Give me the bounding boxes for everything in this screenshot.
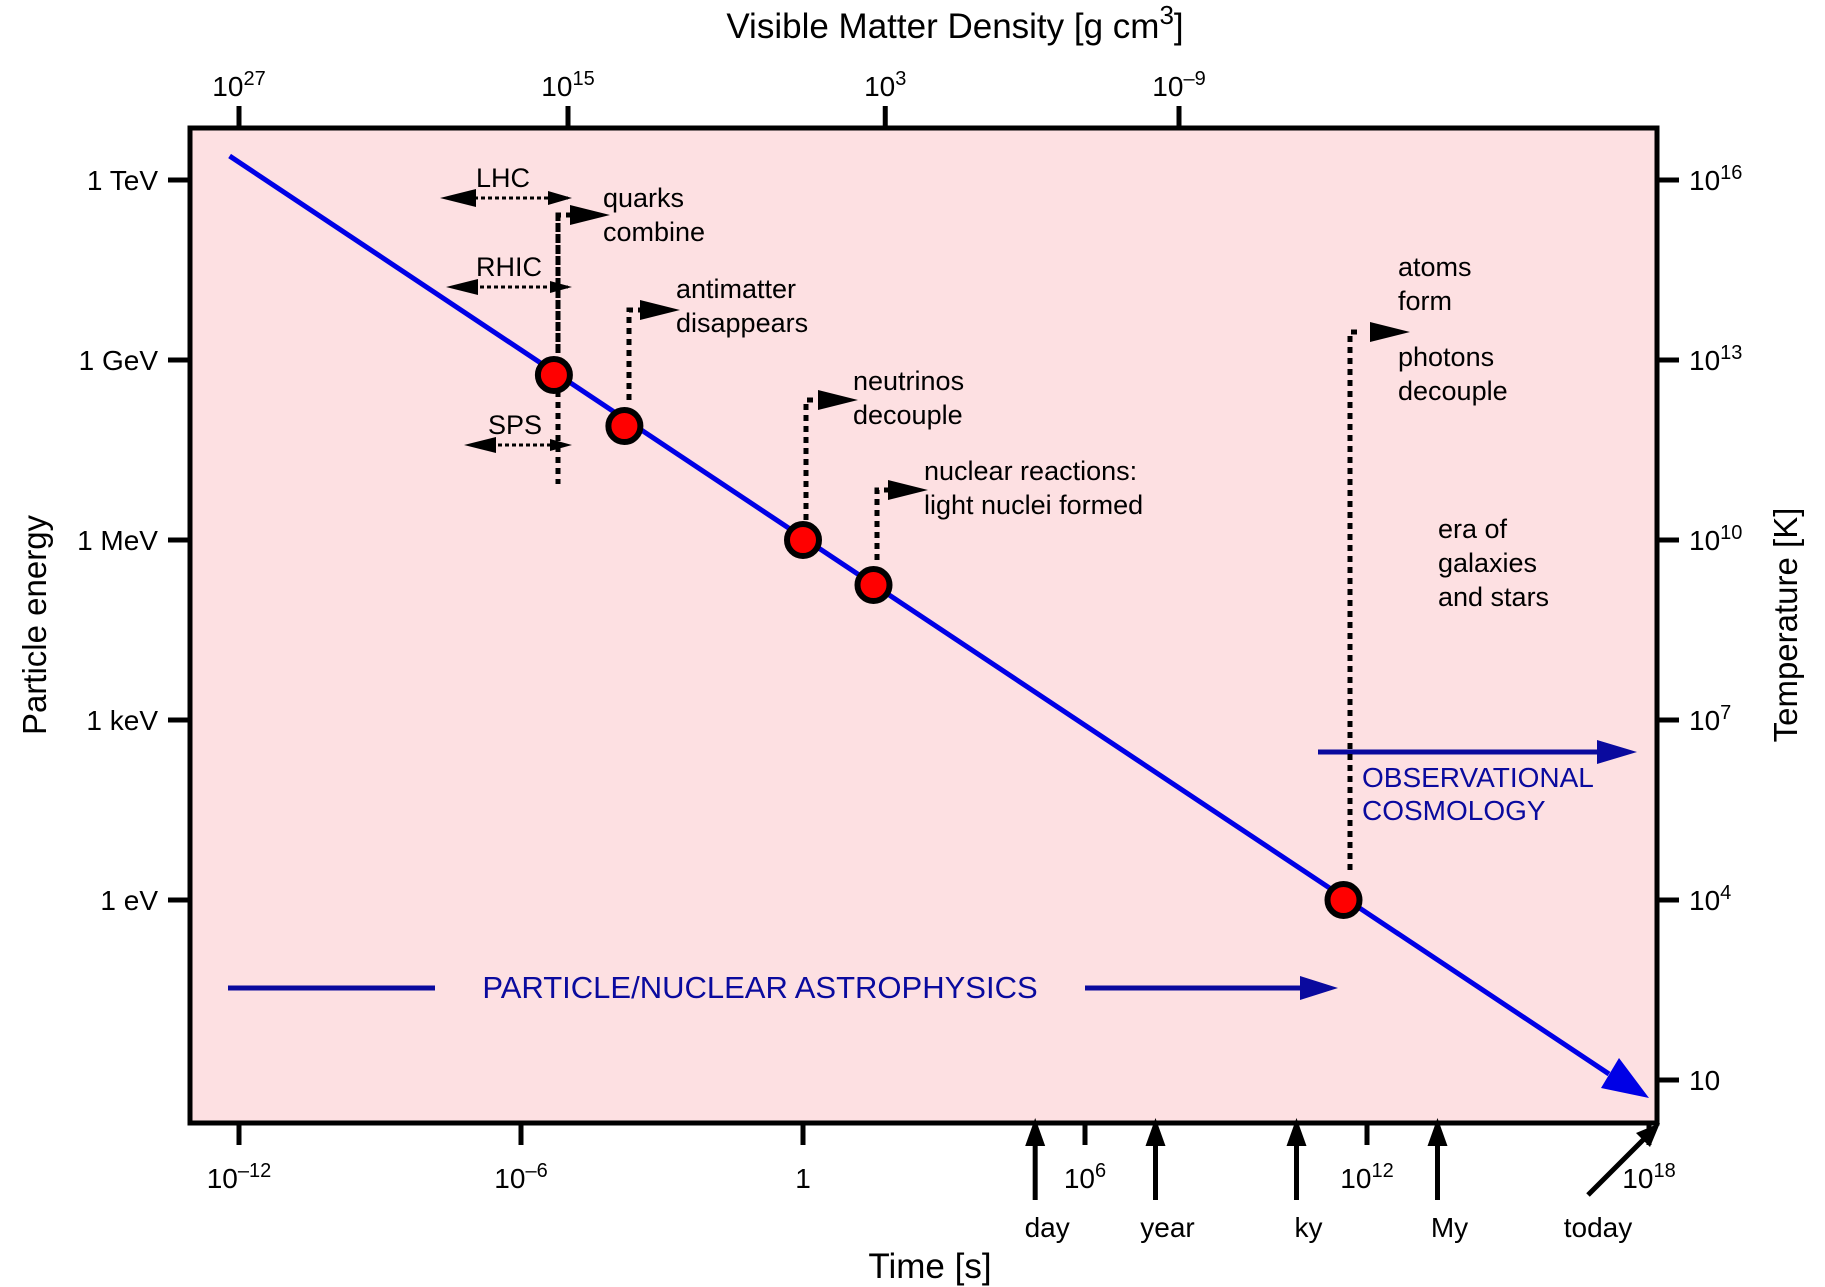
today-arrow (1586, 1131, 1652, 1197)
top-axis: 1027 1015 103 10–9 (212, 68, 1206, 128)
top-tick-label: 10–9 (1152, 68, 1205, 102)
lhc-label: LHC (476, 163, 530, 193)
y-axis-title: Particle energy (16, 514, 53, 735)
right-axis: 1016 1013 1010 107 104 10 (1657, 162, 1742, 1096)
left-tick-label: 1 keV (86, 705, 158, 736)
event-point (534, 356, 573, 394)
time-marker-label: ky (1295, 1212, 1323, 1243)
time-marker-arrowhead (1286, 1118, 1307, 1146)
left-tick-label: 1 GeV (79, 345, 159, 376)
bottom-tick-label: 1012 (1340, 1160, 1393, 1194)
obs-cosmo-label: OBSERVATIONAL COSMOLOGY (1362, 762, 1601, 826)
left-tick-label: 1 eV (100, 885, 158, 916)
bottom-tick-label: 10–12 (207, 1160, 272, 1194)
left-tick-label: 1 TeV (87, 165, 158, 196)
event-neutrinos-label: neutrinos decouple (853, 366, 972, 430)
time-marker-label: today (1564, 1212, 1633, 1243)
event-arrowheads (570, 205, 1410, 500)
time-marker-arrowhead (1427, 1118, 1448, 1146)
top-tick-label: 1027 (212, 68, 265, 102)
rhic-label: RHIC (476, 252, 542, 282)
right-tick-label: 1010 (1689, 522, 1742, 556)
event-atoms-label: atoms form photons decouple (1398, 252, 1508, 406)
right-axis-title: Temperature [K] (1767, 508, 1804, 743)
series-line-group (228, 153, 1649, 1098)
bottom-tick-label: 106 (1064, 1160, 1106, 1194)
x-axis-title: Time [s] (868, 1247, 991, 1286)
series-line (228, 153, 1611, 1077)
right-tick-label: 10 (1689, 1065, 1720, 1096)
right-tick-label: 1013 (1689, 342, 1742, 376)
bottom-tick-label: 10–6 (494, 1160, 547, 1194)
top-axis-title: Visible Matter Density [g cm3] (726, 0, 1183, 46)
left-axis: 1 TeV 1 GeV 1 MeV 1 keV 1 eV (77, 165, 190, 916)
right-tick-label: 104 (1689, 882, 1731, 916)
event-points (534, 356, 1363, 919)
event-quarks-label: quarks combine (603, 183, 705, 247)
time-marker-label: My (1431, 1212, 1468, 1243)
left-tick-label: 1 MeV (77, 525, 158, 556)
series-arrowhead (1601, 1058, 1649, 1098)
particle-astro-label: PARTICLE/NUCLEAR ASTROPHYSICS (482, 970, 1037, 1005)
top-tick-label: 1015 (541, 68, 594, 102)
right-tick-label: 1016 (1689, 162, 1742, 196)
bottom-tick-label: 1018 (1622, 1160, 1675, 1194)
particle-astro-arrow (228, 976, 1338, 1000)
time-marker-arrowhead (1145, 1118, 1166, 1146)
top-tick-label: 103 (864, 68, 906, 102)
event-nuclear-label: nuclear reactions: light nuclei formed (924, 456, 1145, 520)
time-markers: day year ky My today (1025, 1118, 1660, 1243)
sps-label: SPS (488, 410, 542, 440)
time-marker-label: day (1025, 1212, 1070, 1243)
bottom-axis: 10–12 10–6 1 106 1012 1018 (207, 1123, 1676, 1194)
time-marker-label: year (1140, 1212, 1194, 1243)
event-point (605, 407, 644, 445)
event-arrows (555, 212, 1362, 870)
right-tick-label: 107 (1689, 702, 1731, 736)
event-point (784, 521, 822, 559)
event-antimatter-label: antimatter disappears (676, 274, 808, 338)
bottom-tick-label: 1 (795, 1163, 811, 1194)
event-point (854, 566, 893, 604)
obs-cosmo-arrow (1318, 740, 1637, 764)
era-label: era of galaxies and stars (1438, 514, 1549, 612)
today-arrowhead (1636, 1123, 1660, 1147)
time-marker-arrowhead (1025, 1118, 1046, 1146)
event-point (1324, 881, 1363, 919)
